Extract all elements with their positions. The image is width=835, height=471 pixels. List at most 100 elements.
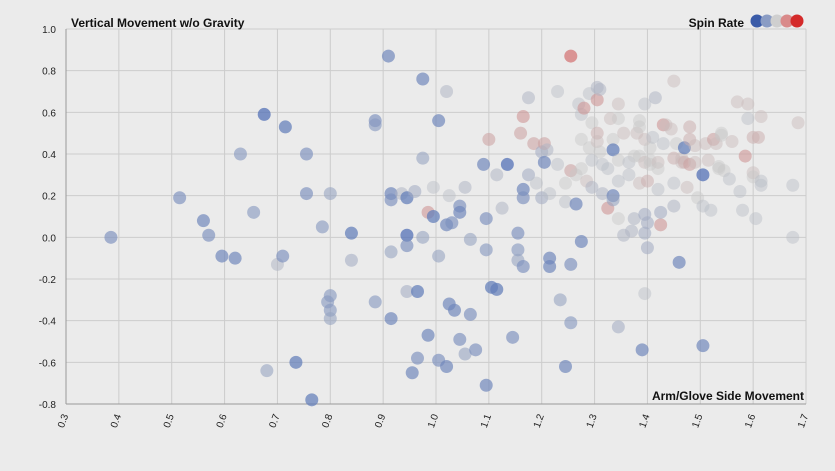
data-point[interactable]	[463, 307, 477, 321]
data-point[interactable]	[551, 85, 565, 98]
data-point[interactable]	[527, 137, 541, 151]
data-point[interactable]	[522, 91, 535, 105]
data-point[interactable]	[667, 74, 681, 88]
data-point[interactable]	[551, 157, 565, 171]
data-point[interactable]	[569, 197, 583, 211]
data-point[interactable]	[751, 130, 765, 144]
data-point[interactable]	[593, 145, 607, 159]
data-point[interactable]	[440, 360, 454, 373]
data-point[interactable]	[717, 164, 731, 178]
data-point[interactable]	[754, 178, 768, 192]
data-point[interactable]	[696, 339, 710, 353]
data-point[interactable]	[540, 143, 554, 157]
data-point[interactable]	[691, 191, 705, 205]
data-point[interactable]	[712, 162, 726, 176]
data-point[interactable]	[651, 182, 665, 196]
data-point[interactable]	[559, 360, 572, 373]
data-point[interactable]	[606, 193, 620, 207]
data-point[interactable]	[606, 132, 620, 146]
data-point[interactable]	[712, 160, 726, 173]
data-point[interactable]	[664, 122, 678, 136]
data-point[interactable]	[477, 157, 491, 171]
data-point[interactable]	[260, 364, 274, 378]
data-point[interactable]	[638, 155, 652, 169]
data-point[interactable]	[741, 97, 755, 111]
data-point[interactable]	[654, 218, 668, 232]
data-point[interactable]	[643, 157, 657, 171]
data-point[interactable]	[516, 110, 530, 123]
data-point[interactable]	[432, 114, 446, 128]
data-point[interactable]	[564, 49, 578, 63]
data-point[interactable]	[725, 135, 739, 148]
data-point[interactable]	[514, 126, 528, 140]
data-point[interactable]	[656, 137, 670, 151]
data-point[interactable]	[511, 243, 525, 257]
data-point[interactable]	[482, 132, 496, 146]
data-point[interactable]	[611, 153, 625, 167]
data-point[interactable]	[736, 203, 750, 217]
data-point[interactable]	[596, 187, 609, 201]
data-point[interactable]	[643, 153, 657, 167]
data-point[interactable]	[738, 149, 752, 163]
data-point[interactable]	[603, 112, 617, 126]
data-point[interactable]	[564, 316, 578, 330]
data-point[interactable]	[741, 112, 755, 126]
data-point[interactable]	[323, 312, 337, 326]
data-point[interactable]	[585, 116, 599, 130]
data-point[interactable]	[786, 178, 800, 192]
data-point[interactable]	[640, 174, 654, 188]
data-point[interactable]	[440, 85, 454, 98]
data-point[interactable]	[638, 287, 652, 301]
data-point[interactable]	[276, 249, 290, 263]
data-point[interactable]	[688, 155, 702, 169]
data-point[interactable]	[601, 162, 615, 176]
data-point[interactable]	[630, 126, 644, 140]
data-point[interactable]	[104, 230, 118, 244]
data-point[interactable]	[590, 93, 604, 107]
data-point[interactable]	[622, 155, 636, 169]
data-point[interactable]	[233, 147, 247, 161]
data-point[interactable]	[405, 366, 419, 380]
data-point[interactable]	[553, 293, 567, 307]
data-point[interactable]	[590, 126, 604, 140]
data-point[interactable]	[522, 168, 535, 182]
data-point[interactable]	[400, 285, 414, 298]
data-point[interactable]	[344, 226, 358, 240]
data-point[interactable]	[411, 285, 424, 298]
data-point[interactable]	[656, 118, 670, 132]
data-point[interactable]	[458, 347, 472, 361]
data-point[interactable]	[651, 155, 665, 169]
data-point[interactable]	[635, 343, 649, 357]
data-point[interactable]	[611, 320, 625, 334]
data-point[interactable]	[640, 241, 654, 255]
data-point[interactable]	[173, 191, 187, 205]
data-point[interactable]	[730, 95, 744, 109]
data-point[interactable]	[633, 114, 646, 128]
data-point[interactable]	[215, 249, 229, 263]
data-point[interactable]	[709, 137, 723, 151]
data-point[interactable]	[754, 174, 768, 188]
data-point[interactable]	[786, 230, 800, 244]
data-point[interactable]	[569, 168, 583, 182]
data-point[interactable]	[667, 176, 681, 190]
data-point[interactable]	[593, 82, 607, 96]
data-point[interactable]	[749, 212, 763, 226]
data-point[interactable]	[368, 118, 382, 132]
data-point[interactable]	[585, 180, 599, 194]
data-point[interactable]	[696, 168, 710, 182]
data-point[interactable]	[300, 147, 313, 161]
data-point[interactable]	[432, 249, 446, 263]
data-point[interactable]	[416, 230, 430, 244]
data-point[interactable]	[577, 101, 591, 115]
data-point[interactable]	[622, 168, 636, 182]
data-point[interactable]	[746, 166, 760, 180]
data-point[interactable]	[479, 378, 493, 392]
data-point[interactable]	[384, 193, 398, 207]
data-point[interactable]	[442, 189, 456, 203]
data-point[interactable]	[479, 243, 493, 257]
data-point[interactable]	[648, 91, 662, 105]
data-point[interactable]	[448, 303, 461, 317]
data-point[interactable]	[384, 312, 398, 326]
data-point[interactable]	[384, 245, 398, 259]
data-point[interactable]	[426, 180, 440, 194]
